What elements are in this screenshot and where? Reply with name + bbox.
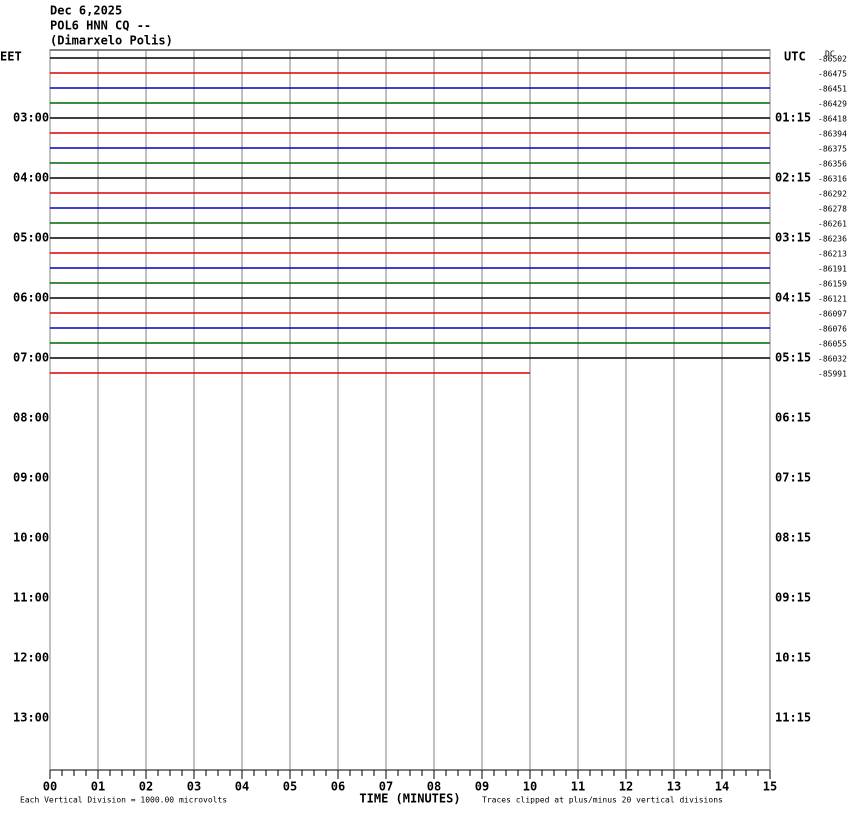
offset-label: -86418	[818, 115, 847, 124]
x-tick-label: 06	[331, 780, 345, 794]
left-time-label: 11:00	[13, 591, 49, 605]
offset-label: -86475	[818, 70, 847, 79]
offset-label: -86121	[818, 295, 847, 304]
x-tick-label: 04	[235, 780, 249, 794]
offset-label: -86429	[818, 100, 847, 109]
left-time-label: 07:00	[13, 351, 49, 365]
right-time-label: 05:15	[775, 351, 811, 365]
offset-label: -86261	[818, 220, 847, 229]
right-time-label: 08:15	[775, 531, 811, 545]
right-time-label: 02:15	[775, 171, 811, 185]
x-tick-label: 02	[139, 780, 153, 794]
plot-frame	[49, 49, 771, 771]
offset-label: -86292	[818, 190, 847, 199]
offset-label: -85991	[818, 370, 847, 379]
left-time-label: 05:00	[13, 231, 49, 245]
offset-label: -86159	[818, 280, 847, 289]
offset-header: DC	[825, 50, 835, 59]
offset-label: -86375	[818, 145, 847, 154]
x-tick-label: 08	[427, 780, 441, 794]
right-time-label: 01:15	[775, 111, 811, 125]
offset-label: -86356	[818, 160, 847, 169]
offset-label: -86213	[818, 250, 847, 259]
right-time-label: 09:15	[775, 591, 811, 605]
right-time-label: 04:15	[775, 291, 811, 305]
left-time-label: 13:00	[13, 711, 49, 725]
left-time-label: 10:00	[13, 531, 49, 545]
x-tick-label: 09	[475, 780, 489, 794]
offset-label: -86278	[818, 205, 847, 214]
left-time-label: 06:00	[13, 291, 49, 305]
x-tick-label: 00	[43, 780, 57, 794]
left-time-label: 08:00	[13, 411, 49, 425]
left-time-label: 04:00	[13, 171, 49, 185]
clip-note: Traces clipped at plus/minus 20 vertical…	[482, 796, 723, 805]
right-time-label: 10:15	[775, 651, 811, 665]
offset-label: -86097	[818, 310, 847, 319]
x-tick-label: 01	[91, 780, 105, 794]
right-time-label: 07:15	[775, 471, 811, 485]
title-line: (Dimarxelo Polis)	[50, 34, 173, 48]
x-tick-label: 03	[187, 780, 201, 794]
offset-label: -86316	[818, 175, 847, 184]
x-tick-label: 10	[523, 780, 537, 794]
right-axis-label: UTC	[784, 50, 806, 64]
title-line: POL6 HNN CQ --	[50, 19, 151, 33]
right-time-label: 11:15	[775, 711, 811, 725]
left-time-label: 09:00	[13, 471, 49, 485]
x-tick-label: 05	[283, 780, 297, 794]
x-tick-label: 13	[667, 780, 681, 794]
x-tick-label: 12	[619, 780, 633, 794]
x-tick-label: 15	[763, 780, 777, 794]
offset-label: -86502	[818, 55, 847, 64]
x-tick-label: 07	[379, 780, 393, 794]
x-tick-label: 11	[571, 780, 585, 794]
left-axis-label: EET	[0, 50, 22, 64]
left-time-label: 12:00	[13, 651, 49, 665]
right-time-label: 06:15	[775, 411, 811, 425]
offset-label: -86076	[818, 325, 847, 334]
left-time-label: 03:00	[13, 111, 49, 125]
offset-label: -86451	[818, 85, 847, 94]
offset-label: -86032	[818, 355, 847, 364]
offset-label: -86236	[818, 235, 847, 244]
offset-label: -86055	[818, 340, 847, 349]
x-tick-label: 14	[715, 780, 729, 794]
x-axis-label: TIME (MINUTES)	[359, 792, 460, 806]
right-time-label: 03:15	[775, 231, 811, 245]
scale-note: Each Vertical Division = 1000.00 microvo…	[20, 796, 227, 805]
offset-label: -86191	[818, 265, 847, 274]
offset-label: -86394	[818, 130, 847, 139]
title-line: Dec 6,2025	[50, 4, 122, 18]
